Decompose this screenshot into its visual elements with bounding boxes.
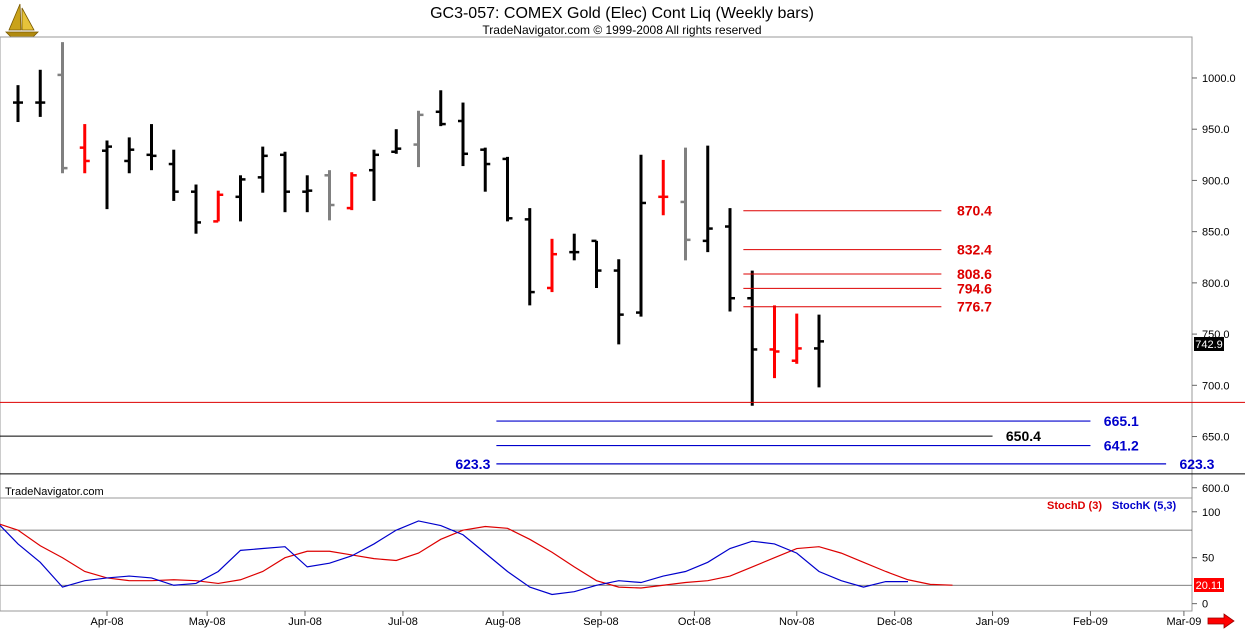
price-bar — [458, 102, 468, 167]
current-price-label: 742.9 — [1195, 339, 1223, 351]
stoch-y-tick-label: 50 — [1202, 553, 1214, 565]
price-bar — [480, 147, 491, 192]
price-bar — [391, 129, 402, 154]
x-tick-label: Sep-08 — [583, 616, 618, 628]
stoch-series-line — [0, 520, 908, 596]
level-label: 641.2 — [1104, 438, 1139, 454]
level-left-label: 623.3 — [455, 456, 490, 472]
chart-title: GC3-057: COMEX Gold (Elec) Cont Liq (Wee… — [430, 5, 814, 22]
price-bar — [79, 124, 90, 174]
x-tick-label: Dec-08 — [877, 616, 912, 628]
price-bar — [191, 184, 201, 234]
price-bar — [280, 151, 290, 213]
stoch-y-tick-label: 0 — [1202, 599, 1208, 611]
price-y-axis: 1000.0950.0900.0850.0800.0750.0700.0650.… — [1192, 73, 1236, 495]
price-y-tick-label: 800.0 — [1202, 278, 1230, 290]
level-label: 665.1 — [1104, 413, 1139, 429]
price-bar — [435, 90, 446, 127]
x-axis: Apr-08 May-08 Jun-08 Jul-08 Aug-08 Sep-08 Oct-… — [90, 611, 1201, 628]
price-bar — [413, 110, 424, 168]
current-stoch-box — [1194, 578, 1224, 592]
price-bar — [547, 238, 557, 293]
price-y-tick-label: 950.0 — [1202, 124, 1230, 136]
x-tick-label: Apr-08 — [90, 616, 123, 628]
stochastic-panel — [0, 497, 1193, 612]
legend-stoch-d: StochD (3) — [1047, 500, 1102, 512]
price-bar — [324, 170, 335, 221]
price-bar — [302, 175, 313, 213]
legend-stoch-k: StochK (5,3) — [1112, 500, 1177, 512]
copyright-text: TradeNavigator.com © 1999-2008 All right… — [482, 23, 761, 37]
price-bar — [591, 239, 602, 288]
price-y-tick-label: 700.0 — [1202, 380, 1230, 392]
price-bar — [725, 208, 735, 312]
stoch-y-tick-label: 100 — [1202, 507, 1220, 519]
price-bar — [769, 305, 780, 379]
price-bar — [613, 259, 624, 345]
price-bar — [57, 42, 68, 174]
price-bars — [13, 42, 824, 406]
level-label: 650.4 — [1006, 428, 1041, 444]
level-label: 832.4 — [957, 242, 992, 258]
price-bar — [814, 314, 824, 388]
price-bar — [168, 149, 179, 201]
price-bar — [636, 154, 646, 317]
price-bar — [346, 172, 357, 211]
level-label: 870.4 — [957, 203, 992, 219]
current-stoch-label: 20.11 — [1196, 580, 1223, 592]
level-label: 808.6 — [957, 266, 992, 282]
x-tick-label: Jan-09 — [976, 616, 1010, 628]
price-bar — [702, 145, 713, 253]
level-label: 776.7 — [957, 299, 992, 315]
x-tick-label: Mar-09 — [1166, 616, 1201, 628]
price-bar — [124, 137, 135, 174]
price-levels: 870.4832.4808.6794.6776.7683.4665.1650.4… — [0, 203, 1245, 475]
price-bar — [658, 159, 669, 216]
price-y-tick-label: 850.0 — [1202, 227, 1230, 239]
price-bar — [369, 149, 379, 201]
x-tick-label: Oct-08 — [678, 616, 711, 628]
price-y-tick-label: 900.0 — [1202, 175, 1230, 187]
stochastic-lines — [0, 520, 953, 596]
price-bar — [13, 85, 23, 123]
x-tick-label: May-08 — [189, 616, 226, 628]
price-bar — [524, 208, 535, 306]
price-y-tick-label: 1000.0 — [1202, 73, 1236, 85]
x-tick-label: Jul-08 — [388, 616, 418, 628]
level-label: 623.3 — [1179, 456, 1214, 472]
x-tick-label: Nov-08 — [779, 616, 814, 628]
x-tick-label: Jun-08 — [288, 616, 322, 628]
price-bar — [235, 175, 246, 222]
price-bar — [35, 69, 46, 117]
current-price-box — [1194, 337, 1224, 351]
price-bar — [257, 146, 268, 193]
x-tick-label: Feb-09 — [1073, 616, 1108, 628]
price-bar — [213, 190, 224, 223]
price-bar — [747, 270, 758, 406]
price-y-tick-label: 600.0 — [1202, 483, 1230, 495]
price-bar — [680, 147, 691, 261]
price-bar — [569, 233, 580, 261]
price-bar — [502, 156, 513, 222]
price-bar — [102, 140, 112, 210]
price-bar — [791, 313, 802, 364]
level-label: 794.6 — [957, 280, 992, 296]
price-bar — [146, 124, 157, 171]
red-arrow-right-icon[interactable] — [1207, 613, 1235, 629]
x-tick-label: Aug-08 — [485, 616, 520, 628]
sailboat-logo-icon — [5, 3, 39, 39]
stoch-series-line — [0, 523, 953, 589]
watermark-text: TradeNavigator.com — [5, 486, 104, 498]
price-y-tick-label: 650.0 — [1202, 432, 1230, 444]
